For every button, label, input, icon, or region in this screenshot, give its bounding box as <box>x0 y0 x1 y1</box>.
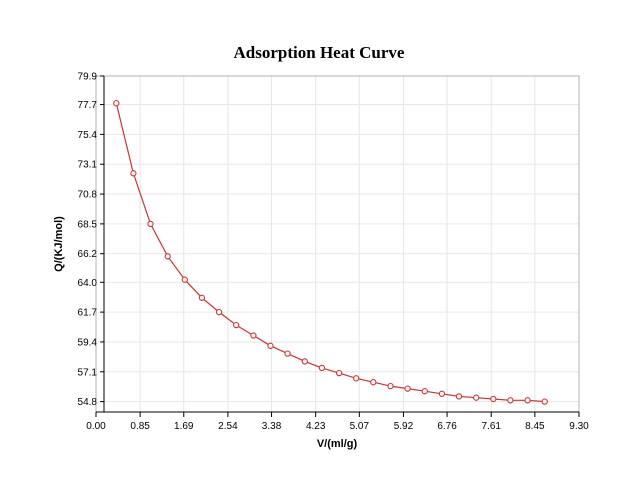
data-point <box>335 369 343 377</box>
data-point <box>507 397 514 404</box>
data-point <box>215 308 223 316</box>
series-layer <box>113 100 548 405</box>
data-point <box>147 220 154 228</box>
y-tick-label: 75.4 <box>78 130 98 141</box>
y-tick-label: 61.7 <box>78 308 98 319</box>
data-point <box>421 388 428 395</box>
x-axis-label: V/(ml/g) <box>317 438 358 450</box>
x-tick-label: 4.23 <box>306 421 326 432</box>
data-point <box>267 342 274 349</box>
axes: 0.00 0.85 1.69 2.54 3.38 4.23 5.07 5.92 6.76 7.61… <box>78 72 590 433</box>
y-tick-label: 68.5 <box>78 219 98 230</box>
data-point <box>438 390 446 397</box>
chart-title: Adsorption Heat Curve <box>234 43 405 62</box>
y-tick-label: 54.8 <box>78 397 98 408</box>
x-tick-label: 9.30 <box>569 421 589 432</box>
data-point <box>541 398 548 405</box>
series-line <box>115 103 545 403</box>
x-tick-label: 2.54 <box>218 421 238 432</box>
grid <box>104 75 579 412</box>
data-point <box>284 350 291 357</box>
y-tick-label: 64.0 <box>78 278 98 289</box>
data-point <box>387 382 394 390</box>
x-tick-label: 8.45 <box>525 421 545 432</box>
data-point <box>164 253 171 260</box>
x-tick-label: 0.85 <box>130 421 150 432</box>
data-point <box>113 100 120 107</box>
y-tick-label: 57.1 <box>78 367 98 378</box>
x-tick-label: 1.69 <box>174 421 194 432</box>
y-axis-label: Q/(KJ/mol) <box>53 216 65 272</box>
y-tick-label: 66.2 <box>78 249 98 260</box>
x-tick-label: 5.92 <box>394 421 414 432</box>
x-tick-label: 6.76 <box>437 421 457 432</box>
y-tick-label: 70.8 <box>78 190 98 201</box>
data-point <box>250 332 257 339</box>
data-point <box>181 276 188 283</box>
x-tick-label: 5.07 <box>350 421 370 432</box>
data-point <box>404 385 411 392</box>
data-point <box>455 393 463 400</box>
data-point <box>318 364 326 372</box>
x-tick-label: 0.00 <box>86 421 106 432</box>
x-tick-label: 7.61 <box>481 421 501 432</box>
y-tick-label: 59.4 <box>78 337 98 348</box>
data-point <box>233 321 240 329</box>
x-tick-label: 3.38 <box>262 421 282 432</box>
plot-area <box>95 75 580 413</box>
y-tick-label: 73.1 <box>78 160 98 171</box>
data-point <box>524 397 531 404</box>
data-point <box>130 170 137 177</box>
data-point <box>370 379 377 386</box>
y-tick-label: 77.7 <box>78 100 98 111</box>
data-point <box>473 394 480 401</box>
data-point <box>353 375 360 382</box>
y-tick-label: 79.9 <box>78 72 98 83</box>
data-point <box>301 358 308 365</box>
data-point <box>198 294 206 301</box>
data-point <box>490 395 497 403</box>
